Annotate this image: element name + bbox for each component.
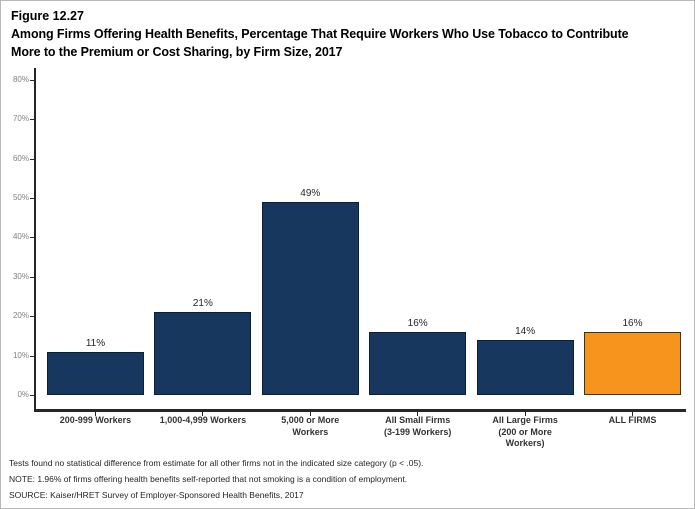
x-axis-category-label: All Large Firms (200 or More Workers) [492, 415, 558, 448]
title-block: Figure 12.27 Among Firms Offering Health… [11, 7, 671, 61]
y-axis-tick-label: 30% [12, 271, 29, 281]
bar-value-label: 16% [407, 317, 428, 329]
footnote-stat-test: Tests found no statistical difference fr… [9, 458, 424, 468]
x-axis-tick-mark [95, 412, 96, 416]
y-axis-tick-label: 0% [17, 390, 29, 399]
bar-1-000-4-999-workers [154, 312, 252, 395]
x-axis-category-label: All Small Firms (3-199 Workers) [384, 415, 452, 437]
x-axis-tick-mark [632, 412, 633, 416]
footnote-note: NOTE: 1.96% of firms offering health ben… [9, 474, 408, 484]
bar-value-label: 11% [85, 337, 106, 349]
y-axis-tick-label: 10% [12, 350, 29, 360]
bar-value-label: 16% [622, 317, 643, 329]
y-axis-tick-label: 70% [12, 114, 29, 124]
bar-all-large-firms-200-or-more-workers [476, 339, 574, 395]
x-axis-tick-mark [309, 412, 311, 416]
y-axis-tick-label: 80% [12, 74, 29, 84]
y-axis-tick-mark [30, 355, 34, 357]
y-axis-tick-mark [30, 395, 34, 396]
bar-all-small-firms-3-199-workers [369, 331, 467, 395]
y-axis-tick-mark [30, 316, 34, 318]
x-axis-tick-mark [417, 412, 419, 416]
x-axis-category-label: 1,000-4,999 Workers [159, 415, 247, 425]
x-axis-category-label: ALL FIRMS [608, 415, 657, 425]
y-axis-tick-mark [30, 276, 34, 278]
footnote-source: SOURCE: Kaiser/HRET Survey of Employer-S… [9, 490, 304, 500]
bar-value-label: 21% [192, 298, 213, 310]
y-axis-tick-label: 50% [12, 193, 29, 202]
x-axis-tick-mark [524, 412, 526, 416]
y-axis-tick-label: 60% [12, 153, 29, 163]
y-axis-tick-label: 20% [12, 311, 29, 321]
bar-value-label: 49% [300, 187, 321, 199]
bar-200-999-workers [47, 351, 144, 395]
y-axis-tick-mark [30, 158, 34, 160]
bar-all-firms [584, 331, 681, 395]
x-axis-category-label: 200-999 Workers [59, 415, 132, 425]
x-axis-tick-mark [202, 412, 204, 416]
y-axis-tick-label: 40% [12, 232, 29, 242]
y-axis-tick-mark [30, 237, 34, 239]
footnotes: Tests found no statistical difference fr… [9, 458, 689, 506]
y-axis-tick-mark [30, 198, 34, 199]
x-axis-category-label: 5,000 or More Workers [281, 415, 340, 437]
figure-number: Figure 12.27 [11, 9, 84, 23]
plot-area: 11% 21% 49% 16% 14% 16% [34, 68, 686, 412]
bar-5-000-or-more-workers [261, 201, 359, 395]
figure-title: Among Firms Offering Health Benefits, Pe… [11, 26, 629, 59]
bar-value-label: 14% [515, 325, 536, 337]
y-axis-tick-mark [30, 79, 34, 81]
y-axis-tick-mark [30, 119, 34, 121]
